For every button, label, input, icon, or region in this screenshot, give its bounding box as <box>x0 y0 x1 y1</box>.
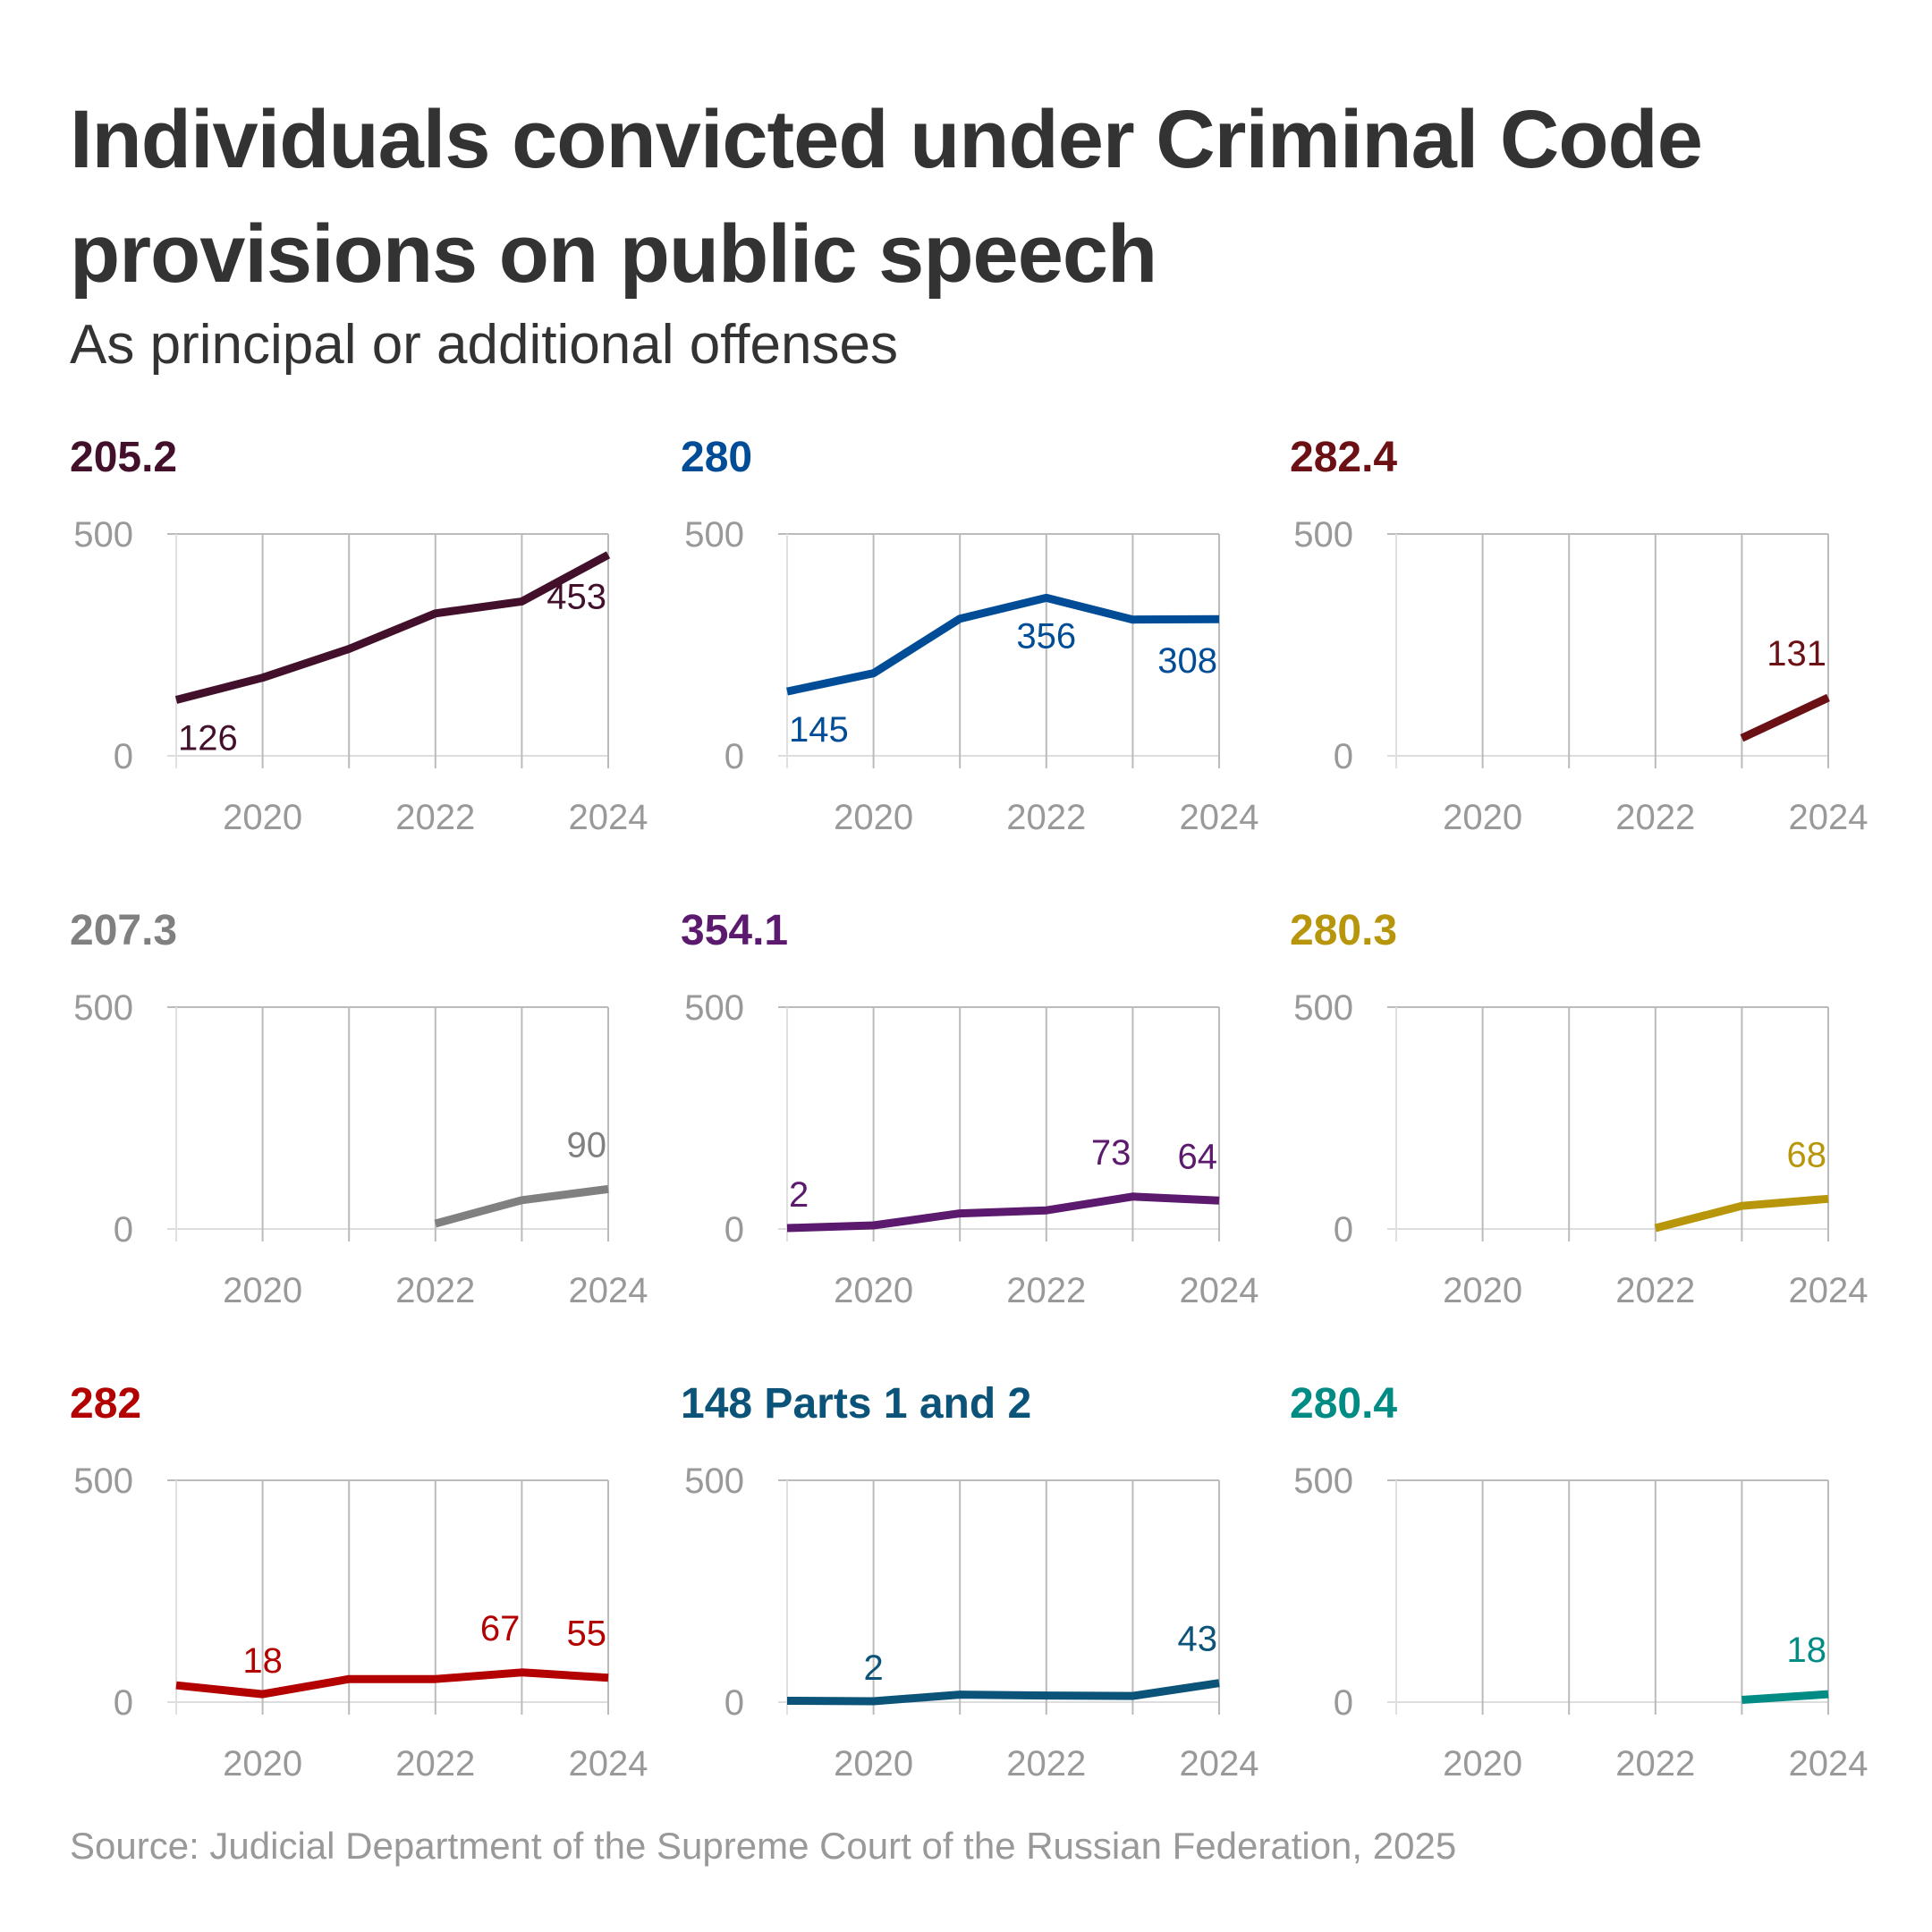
x-tick-label: 2024 <box>569 1271 648 1310</box>
data-label: 453 <box>547 577 606 616</box>
chart-title: Individuals convicted under Criminal Cod… <box>70 94 1703 300</box>
y-tick-label: 500 <box>73 1462 133 1501</box>
x-tick-label: 2020 <box>223 1271 302 1310</box>
x-tick-label: 2024 <box>1789 1271 1868 1310</box>
data-label: 18 <box>1787 1631 1827 1670</box>
source-note: Source: Judicial Department of the Supre… <box>70 1825 1457 1867</box>
series-line <box>786 1679 1220 1706</box>
series-line <box>175 1668 609 1699</box>
chart-subtitle: As principal or additional offenses <box>70 314 898 376</box>
y-tick-label: 500 <box>1293 988 1353 1028</box>
y-tick-label: 0 <box>1334 1683 1353 1723</box>
series-line <box>786 593 1220 696</box>
panel-282.4: 282.4 500 0 2020 2022 2024 131 <box>1290 434 1868 837</box>
x-tick-label: 2020 <box>223 798 302 837</box>
y-tick-label: 0 <box>724 737 744 776</box>
series-line <box>1740 693 1830 742</box>
data-label: 67 <box>480 1609 521 1648</box>
panel-207.3: 207.3 500 0 2020 2022 2024 90 <box>70 907 648 1310</box>
y-tick-label: 0 <box>1334 1210 1353 1250</box>
panel-205.2: 205.2 500 0 2020 2022 2024 126 453 <box>70 434 648 837</box>
y-tick-label: 0 <box>114 737 133 776</box>
panel-354.1: 354.1 500 0 2020 2022 2024 2 73 64 <box>681 907 1258 1310</box>
y-tick-label: 500 <box>73 515 133 555</box>
x-tick-label: 2020 <box>834 1744 913 1784</box>
x-tick-label: 2022 <box>1615 1744 1695 1784</box>
panel-title: 280 <box>681 434 752 481</box>
x-tick-label: 2020 <box>1443 1744 1522 1784</box>
x-tick-label: 2020 <box>223 1744 302 1784</box>
series-line <box>1741 1690 1829 1704</box>
panel-title: 354.1 <box>681 907 788 954</box>
x-tick-label: 2020 <box>834 1271 913 1310</box>
y-tick-label: 0 <box>724 1683 744 1723</box>
x-tick-label: 2020 <box>1443 1271 1522 1310</box>
x-tick-label: 2022 <box>395 1744 475 1784</box>
data-label: 68 <box>1787 1135 1827 1174</box>
panel-title: 280.3 <box>1290 907 1397 954</box>
data-label: 55 <box>567 1614 607 1654</box>
panel-title: 282 <box>70 1380 141 1428</box>
y-tick-label: 500 <box>1293 1462 1353 1501</box>
panel-280.3: 280.3 500 0 2020 2022 2024 68 <box>1290 907 1868 1310</box>
x-tick-label: 2022 <box>1615 798 1695 837</box>
x-tick-label: 2022 <box>1615 1271 1695 1310</box>
y-tick-label: 500 <box>684 988 744 1028</box>
panel-title: 205.2 <box>70 434 177 481</box>
series-line <box>174 551 611 704</box>
data-label: 2 <box>789 1175 809 1215</box>
panel-282: 282 500 0 2020 2022 2024 18 67 55 <box>70 1380 648 1784</box>
panel-280: 280 500 0 2020 2022 2024 145 356 308 <box>681 434 1258 837</box>
x-tick-label: 2024 <box>1789 798 1868 837</box>
x-tick-label: 2022 <box>1006 1744 1086 1784</box>
y-tick-label: 500 <box>684 1462 744 1501</box>
x-tick-label: 2024 <box>569 798 648 837</box>
x-tick-label: 2024 <box>1180 1271 1259 1310</box>
panel-title: 207.3 <box>70 907 177 954</box>
x-tick-label: 2020 <box>1443 798 1522 837</box>
x-tick-label: 2024 <box>1789 1744 1868 1784</box>
y-tick-label: 0 <box>114 1683 133 1723</box>
data-label: 43 <box>1178 1620 1218 1659</box>
data-label: 90 <box>567 1125 607 1165</box>
panel-148-parts-1-and-2: 148 Parts 1 and 2 500 0 2020 2022 2024 2 43 <box>681 1380 1258 1784</box>
y-tick-label: 0 <box>724 1210 744 1250</box>
y-tick-label: 500 <box>1293 515 1353 555</box>
x-tick-label: 2022 <box>395 1271 475 1310</box>
x-tick-label: 2024 <box>569 1744 648 1784</box>
x-tick-label: 2024 <box>1180 1744 1259 1784</box>
data-label: 18 <box>242 1641 283 1681</box>
y-tick-label: 500 <box>684 515 744 555</box>
data-label: 131 <box>1767 634 1826 674</box>
y-tick-label: 500 <box>73 988 133 1028</box>
x-tick-label: 2022 <box>1006 798 1086 837</box>
x-tick-label: 2022 <box>1006 1271 1086 1310</box>
data-label: 73 <box>1091 1133 1131 1173</box>
y-tick-label: 0 <box>114 1210 133 1250</box>
data-label: 2 <box>863 1648 883 1688</box>
data-label: 126 <box>178 719 238 758</box>
x-tick-label: 2024 <box>1180 798 1259 837</box>
panel-280.4: 280.4 500 0 2020 2022 2024 18 <box>1290 1380 1868 1784</box>
data-label: 64 <box>1178 1137 1218 1176</box>
data-label: 356 <box>1016 616 1076 656</box>
panel-title: 282.4 <box>1290 434 1397 481</box>
series-line <box>786 1192 1220 1233</box>
x-tick-label: 2020 <box>834 798 913 837</box>
x-tick-label: 2022 <box>395 798 475 837</box>
data-label: 308 <box>1157 641 1217 681</box>
y-tick-label: 0 <box>1334 737 1353 776</box>
data-label: 145 <box>789 710 849 750</box>
panel-title: 148 Parts 1 and 2 <box>681 1380 1031 1428</box>
panel-title: 280.4 <box>1290 1380 1397 1428</box>
